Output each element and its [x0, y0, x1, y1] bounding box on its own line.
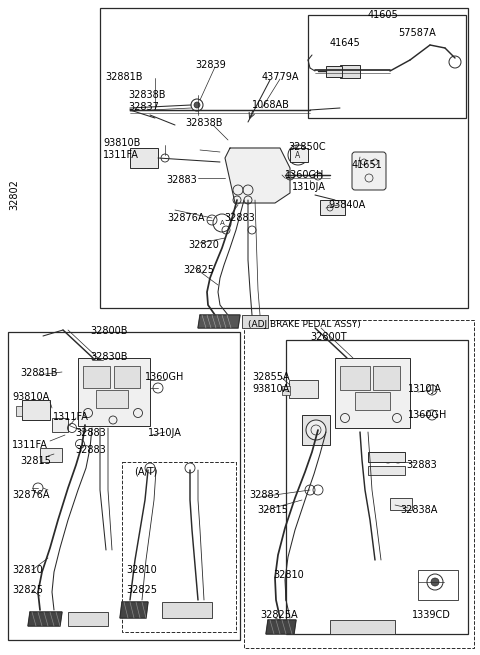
Text: 41605: 41605: [368, 10, 399, 20]
Text: 1310JA: 1310JA: [292, 182, 326, 192]
Text: 32838A: 32838A: [400, 505, 437, 515]
Bar: [78, 358, 150, 426]
Text: 32876A: 32876A: [167, 213, 204, 223]
Circle shape: [431, 578, 439, 586]
Text: 32815: 32815: [20, 456, 51, 466]
Bar: [355, 392, 390, 410]
Text: 32810: 32810: [126, 565, 157, 575]
Bar: [330, 620, 395, 634]
Text: 1311FA: 1311FA: [12, 440, 48, 450]
Bar: [373, 366, 400, 390]
Bar: [302, 415, 330, 445]
Text: 32802: 32802: [9, 179, 19, 210]
Text: 32825A: 32825A: [260, 610, 298, 620]
Text: 1311FA: 1311FA: [53, 412, 89, 422]
Text: 32881B: 32881B: [105, 72, 143, 82]
Text: 41645: 41645: [330, 38, 361, 48]
Text: 32820: 32820: [188, 240, 219, 250]
Text: 93810A: 93810A: [252, 384, 289, 394]
Text: 32883: 32883: [75, 445, 106, 455]
Text: 93810B: 93810B: [103, 138, 140, 148]
Bar: [162, 602, 212, 618]
Bar: [286, 340, 468, 634]
Text: 1360GH: 1360GH: [145, 372, 184, 382]
Text: 32810: 32810: [273, 570, 304, 580]
Bar: [16, 406, 22, 416]
Text: 32830B: 32830B: [90, 352, 128, 362]
Text: 1310JA: 1310JA: [148, 428, 182, 438]
Text: 93810A: 93810A: [12, 392, 49, 402]
Text: 32876A: 32876A: [12, 490, 49, 500]
Text: 57587A: 57587A: [398, 28, 436, 38]
Text: 1310JA: 1310JA: [408, 384, 442, 394]
Bar: [282, 386, 290, 395]
Bar: [320, 200, 345, 215]
Polygon shape: [225, 148, 290, 203]
Bar: [326, 66, 342, 77]
Text: 1068AB: 1068AB: [252, 100, 290, 110]
Bar: [22, 400, 50, 420]
Bar: [100, 8, 468, 308]
Text: 32838B: 32838B: [185, 118, 223, 128]
Polygon shape: [120, 602, 148, 618]
Text: 32850C: 32850C: [288, 142, 325, 152]
Bar: [122, 462, 236, 632]
Bar: [418, 570, 458, 600]
Text: 32837: 32837: [128, 102, 159, 112]
Text: (ADJ BRAKE PEDAL ASSY): (ADJ BRAKE PEDAL ASSY): [248, 320, 361, 329]
Text: (A/T): (A/T): [134, 466, 157, 476]
Text: 32883: 32883: [224, 213, 255, 223]
Bar: [114, 366, 140, 388]
Text: 32855A: 32855A: [252, 372, 289, 382]
Text: 32825: 32825: [183, 265, 214, 275]
Text: 32883: 32883: [166, 175, 197, 185]
Bar: [96, 390, 128, 408]
Bar: [68, 612, 108, 626]
Text: A: A: [220, 220, 224, 226]
Text: 1360GH: 1360GH: [285, 170, 324, 180]
Text: 93840A: 93840A: [328, 200, 365, 210]
Bar: [308, 15, 466, 118]
Text: 32825: 32825: [12, 585, 43, 595]
Bar: [368, 466, 405, 475]
Bar: [8, 332, 240, 640]
Text: 32883: 32883: [249, 490, 280, 500]
Text: 32883: 32883: [406, 460, 437, 470]
Bar: [290, 148, 308, 162]
Bar: [335, 358, 410, 428]
Text: A: A: [295, 151, 300, 160]
Bar: [289, 380, 318, 398]
Text: 32839: 32839: [195, 60, 226, 70]
Text: 1360GH: 1360GH: [408, 410, 447, 420]
Polygon shape: [266, 620, 296, 634]
Text: 43779A: 43779A: [262, 72, 300, 82]
Text: 1311FA: 1311FA: [103, 150, 139, 160]
Text: 32838B: 32838B: [128, 90, 166, 100]
Text: 32800T: 32800T: [310, 332, 347, 342]
Bar: [40, 448, 62, 462]
Circle shape: [306, 420, 326, 440]
Text: 32815: 32815: [257, 505, 288, 515]
Bar: [368, 452, 405, 462]
Text: 32825: 32825: [126, 585, 157, 595]
Bar: [244, 320, 474, 648]
Polygon shape: [28, 612, 62, 626]
Text: 32883: 32883: [75, 428, 106, 438]
Bar: [340, 65, 360, 78]
Bar: [83, 366, 110, 388]
Polygon shape: [198, 315, 240, 328]
Bar: [340, 366, 370, 390]
Bar: [390, 498, 412, 510]
Text: 41651: 41651: [352, 160, 383, 170]
FancyBboxPatch shape: [352, 152, 386, 190]
Text: 32810: 32810: [12, 565, 43, 575]
Bar: [242, 315, 268, 328]
Circle shape: [194, 102, 200, 108]
Text: 1339CD: 1339CD: [412, 610, 451, 620]
Text: 32881B: 32881B: [20, 368, 58, 378]
Bar: [52, 418, 68, 432]
Text: 32800B: 32800B: [90, 326, 128, 336]
Bar: [130, 148, 158, 168]
